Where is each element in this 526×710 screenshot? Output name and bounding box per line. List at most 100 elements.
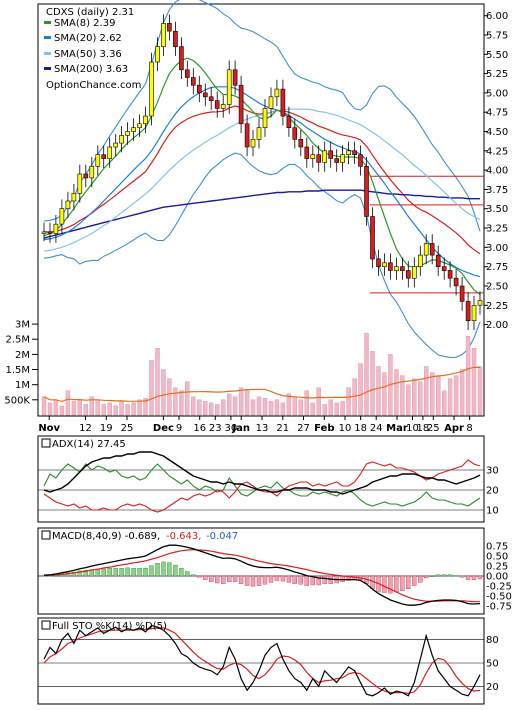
- lower-band-line: [43, 152, 481, 358]
- macd-hist-bar: [107, 568, 112, 577]
- candle-body: [280, 88, 286, 117]
- candle-body: [394, 266, 399, 271]
- volume-bar: [83, 404, 89, 416]
- volume-bar: [346, 387, 351, 416]
- volume-bar: [41, 396, 47, 416]
- volume-bar: [155, 348, 160, 416]
- volume-bar: [89, 396, 95, 416]
- candle-body: [411, 266, 417, 279]
- candle-body: [77, 173, 83, 194]
- volume-bar: [394, 369, 399, 416]
- volume-bar: [340, 401, 345, 416]
- macd-layer: 0.750.500.250.00-0.25-0.50-0.75: [38, 542, 512, 613]
- volume-bar: [256, 396, 262, 416]
- volume-bar: [167, 378, 172, 416]
- volume-bar: [47, 402, 53, 416]
- macd-hist-bar: [424, 575, 429, 579]
- candle-body: [340, 154, 345, 163]
- macd-hist-bar: [459, 575, 465, 578]
- x-tick-label: 27: [297, 423, 310, 434]
- minus-di-line: [43, 459, 481, 513]
- macd-tick-label: -0.50: [486, 592, 512, 603]
- candle-body: [459, 285, 465, 302]
- volume-layer: [41, 333, 483, 416]
- sma8-label: SMA(8) 2.39: [54, 18, 115, 29]
- macd-hist-bar: [220, 575, 226, 584]
- candle-body: [441, 266, 447, 271]
- volume-bar: [238, 387, 244, 416]
- macd-hist-bar: [471, 575, 477, 580]
- volume-bar: [358, 363, 363, 416]
- volume-bar: [125, 404, 130, 416]
- price-tick-label: 2.50: [486, 282, 508, 293]
- sma8-swatch: [44, 21, 51, 24]
- macd-signal-label: -0.643,: [166, 531, 201, 542]
- x-tick-label: 13: [256, 423, 269, 434]
- candle-body: [131, 127, 136, 132]
- sto-label: Full STO %K(14) %D(5): [52, 621, 167, 632]
- macd-hist-bar: [149, 565, 154, 577]
- candle-body: [203, 92, 208, 98]
- volume-bar: [119, 401, 124, 416]
- adx-label: ADX(14) 27.45: [52, 439, 126, 450]
- volume-bar: [310, 402, 315, 416]
- candle-body: [358, 154, 363, 167]
- ema-line: [43, 105, 481, 255]
- price-tick-label: 2.75: [486, 262, 508, 273]
- candle-body: [83, 173, 89, 179]
- candle-body: [232, 69, 238, 86]
- candle-body: [179, 46, 184, 71]
- volume-bar: [406, 384, 411, 416]
- volume-bar: [334, 402, 339, 416]
- volume-bar: [436, 375, 441, 416]
- candle-body: [107, 146, 112, 159]
- candle-body: [226, 69, 232, 105]
- macd-hist-bar: [447, 574, 453, 577]
- candle-body: [47, 231, 53, 234]
- volume-bar: [322, 404, 327, 416]
- candle-body: [161, 23, 166, 47]
- macd-hist-bar: [412, 575, 417, 586]
- macd-hist-bar: [167, 562, 172, 577]
- volume-bar: [244, 390, 250, 416]
- price-tick-label: 3.50: [486, 204, 508, 215]
- macd-hist-bar: [346, 575, 351, 581]
- adx-tick-label: 10: [486, 506, 499, 517]
- macd-tick-label: -0.75: [486, 602, 512, 613]
- candle-body: [477, 300, 483, 306]
- volume-bar: [400, 375, 405, 416]
- volume-bar: [77, 399, 83, 416]
- macd-hist-bar: [298, 575, 303, 585]
- price-tick-label: 5.50: [486, 50, 508, 61]
- macd-hist-bar: [436, 574, 441, 577]
- candle-body: [417, 254, 423, 268]
- candle-body: [53, 223, 59, 234]
- volume-bar: [197, 399, 202, 416]
- price-tick-label: 4.25: [486, 146, 508, 157]
- x-tick-label: 25: [427, 423, 440, 434]
- price-tick-label: 5.00: [486, 88, 508, 99]
- candle-body: [429, 243, 435, 256]
- x-tick-label: Dec: [153, 423, 174, 434]
- macd-swatch: [41, 530, 51, 540]
- volume-bar: [424, 366, 429, 416]
- price-tick-label: 5.25: [486, 69, 508, 80]
- candle-body: [89, 166, 95, 179]
- candle-body: [59, 208, 65, 225]
- price-tick-label: 2.25: [486, 301, 508, 312]
- sto-swatch: [41, 620, 51, 630]
- x-tick-label: 10: [406, 423, 419, 434]
- x-tick-label: 23: [209, 423, 222, 434]
- price-tick-label: 5.75: [486, 31, 508, 42]
- candle-body: [292, 127, 298, 140]
- volume-bar: [220, 399, 226, 416]
- candle-body: [453, 277, 459, 287]
- macd-tick-label: -0.25: [486, 582, 512, 593]
- macd-tick-label: 0.75: [486, 542, 508, 553]
- volume-bar: [232, 396, 238, 416]
- candle-body: [208, 96, 214, 102]
- macd-hist-bar: [197, 575, 202, 578]
- volume-bar: [376, 366, 381, 416]
- candle-body: [197, 84, 202, 94]
- volume-bar: [268, 401, 274, 416]
